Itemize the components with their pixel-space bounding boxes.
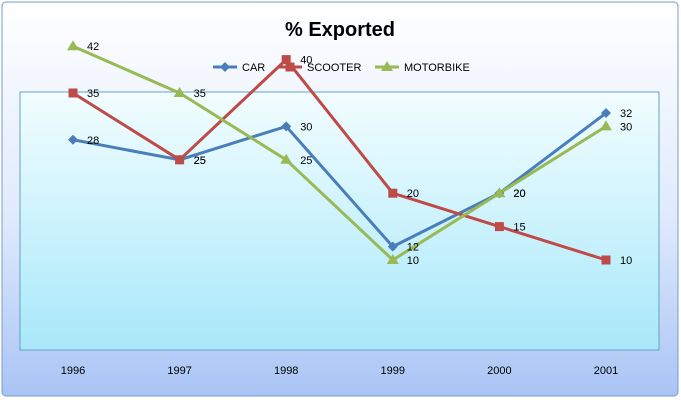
x-tick-1998: 1998 xyxy=(274,365,298,377)
point-motorbike-1999 xyxy=(386,254,399,264)
legend-marker-car xyxy=(220,62,230,72)
x-tick-2001: 2001 xyxy=(594,365,618,377)
point-scooter-1996 xyxy=(68,88,78,98)
legend: CAR SCOOTER MOTORBIKE xyxy=(213,61,470,74)
point-car-2001 xyxy=(601,108,611,119)
data-label-motorbike-2001: 30 xyxy=(620,121,632,133)
plot-area xyxy=(19,91,660,351)
x-tick-1997: 1997 xyxy=(167,365,191,377)
point-motorbike-1996 xyxy=(67,40,79,51)
point-motorbike-2000 xyxy=(493,187,506,198)
data-label-scooter-1999: 20 xyxy=(407,188,419,200)
data-label-car-1999: 12 xyxy=(407,242,419,254)
x-axis-ticks: 1996 1997 1998 1999 2000 2001 xyxy=(61,365,618,377)
data-label-scooter-1996: 35 xyxy=(87,88,99,100)
series-line-motorbike xyxy=(72,44,607,262)
point-scooter-1997 xyxy=(175,155,185,165)
data-label-motorbike-1996: 42 xyxy=(87,41,99,53)
data-label-car-1997: 25 xyxy=(194,155,206,167)
data-label-motorbike-1998: 25 xyxy=(300,155,312,167)
x-tick-1996: 1996 xyxy=(61,365,85,377)
data-label-scooter-1997: 25 xyxy=(194,155,206,167)
series-markers xyxy=(67,40,612,265)
data-label-scooter-1998: 40 xyxy=(300,55,312,67)
point-car-1996 xyxy=(68,134,78,145)
legend-marker-motorbike xyxy=(381,61,393,71)
series-line-car xyxy=(72,111,607,249)
point-scooter-2000 xyxy=(494,222,504,232)
legend-label-motorbike: MOTORBIKE xyxy=(404,62,470,74)
data-label-motorbike-2000: 20 xyxy=(513,188,525,200)
point-car-1999 xyxy=(387,241,398,252)
point-scooter-2001 xyxy=(601,255,611,265)
point-motorbike-2001 xyxy=(600,120,612,131)
point-scooter-1999 xyxy=(388,188,398,198)
series-lines xyxy=(72,44,607,262)
chart-title: % Exported xyxy=(285,19,395,41)
point-car-1998 xyxy=(281,121,292,132)
point-motorbike-1998 xyxy=(280,153,293,164)
legend-marker-scooter xyxy=(285,62,295,72)
data-label-motorbike-1997: 35 xyxy=(194,88,206,100)
data-label-car-2001: 32 xyxy=(620,108,632,120)
series-line-scooter xyxy=(72,58,607,262)
data-label-car-2000: 20 xyxy=(513,188,525,200)
legend-label-scooter: SCOOTER xyxy=(307,62,361,74)
point-scooter-1998 xyxy=(281,55,291,65)
x-tick-1999: 1999 xyxy=(381,365,405,377)
data-label-scooter-2001: 10 xyxy=(620,255,632,267)
data-label-motorbike-1999: 10 xyxy=(407,255,419,267)
data-label-car-1998: 30 xyxy=(300,121,312,133)
x-tick-2000: 2000 xyxy=(487,365,511,377)
data-label-scooter-2000: 15 xyxy=(513,222,525,234)
point-motorbike-1997 xyxy=(173,87,186,97)
data-label-car-1996: 28 xyxy=(87,135,99,147)
legend-label-car: CAR xyxy=(242,62,265,74)
